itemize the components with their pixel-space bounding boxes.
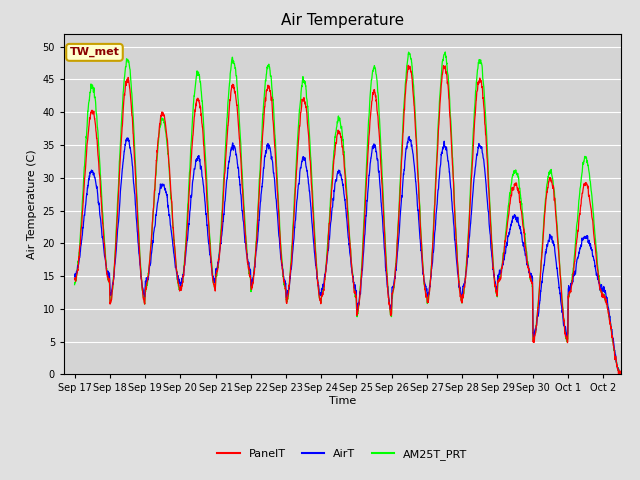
PanelT <box>628 312 636 318</box>
AM25T_PRT <box>616 372 623 377</box>
AirT <box>515 221 522 227</box>
PanelT <box>614 372 622 377</box>
Y-axis label: Air Temperature (C): Air Temperature (C) <box>27 149 37 259</box>
AM25T_PRT <box>628 311 636 316</box>
AM25T_PRT <box>71 282 79 288</box>
AirT <box>71 274 79 280</box>
AM25T_PRT <box>429 242 436 248</box>
AirT <box>635 343 640 348</box>
AM25T_PRT <box>635 345 640 350</box>
Text: TW_met: TW_met <box>70 47 120 58</box>
PanelT <box>186 175 194 180</box>
X-axis label: Time: Time <box>329 396 356 406</box>
AirT <box>186 208 194 214</box>
AirT <box>616 372 624 377</box>
PanelT <box>71 276 79 282</box>
AM25T_PRT <box>548 175 556 181</box>
PanelT <box>404 62 412 68</box>
AM25T_PRT <box>442 49 449 55</box>
PanelT <box>515 189 522 195</box>
AM25T_PRT <box>186 164 194 170</box>
PanelT <box>429 239 436 244</box>
Line: PanelT: PanelT <box>75 65 639 374</box>
AirT <box>429 252 436 257</box>
AirT <box>479 151 486 156</box>
PanelT <box>635 345 640 350</box>
AM25T_PRT <box>515 174 522 180</box>
Line: AirT: AirT <box>75 137 639 374</box>
Legend: PanelT, AirT, AM25T_PRT: PanelT, AirT, AM25T_PRT <box>213 444 472 464</box>
PanelT <box>479 90 486 96</box>
AirT <box>548 240 556 246</box>
PanelT <box>548 183 556 189</box>
AM25T_PRT <box>479 73 486 79</box>
Line: AM25T_PRT: AM25T_PRT <box>75 52 639 374</box>
Title: Air Temperature: Air Temperature <box>281 13 404 28</box>
AirT <box>628 307 636 313</box>
AirT <box>405 134 413 140</box>
